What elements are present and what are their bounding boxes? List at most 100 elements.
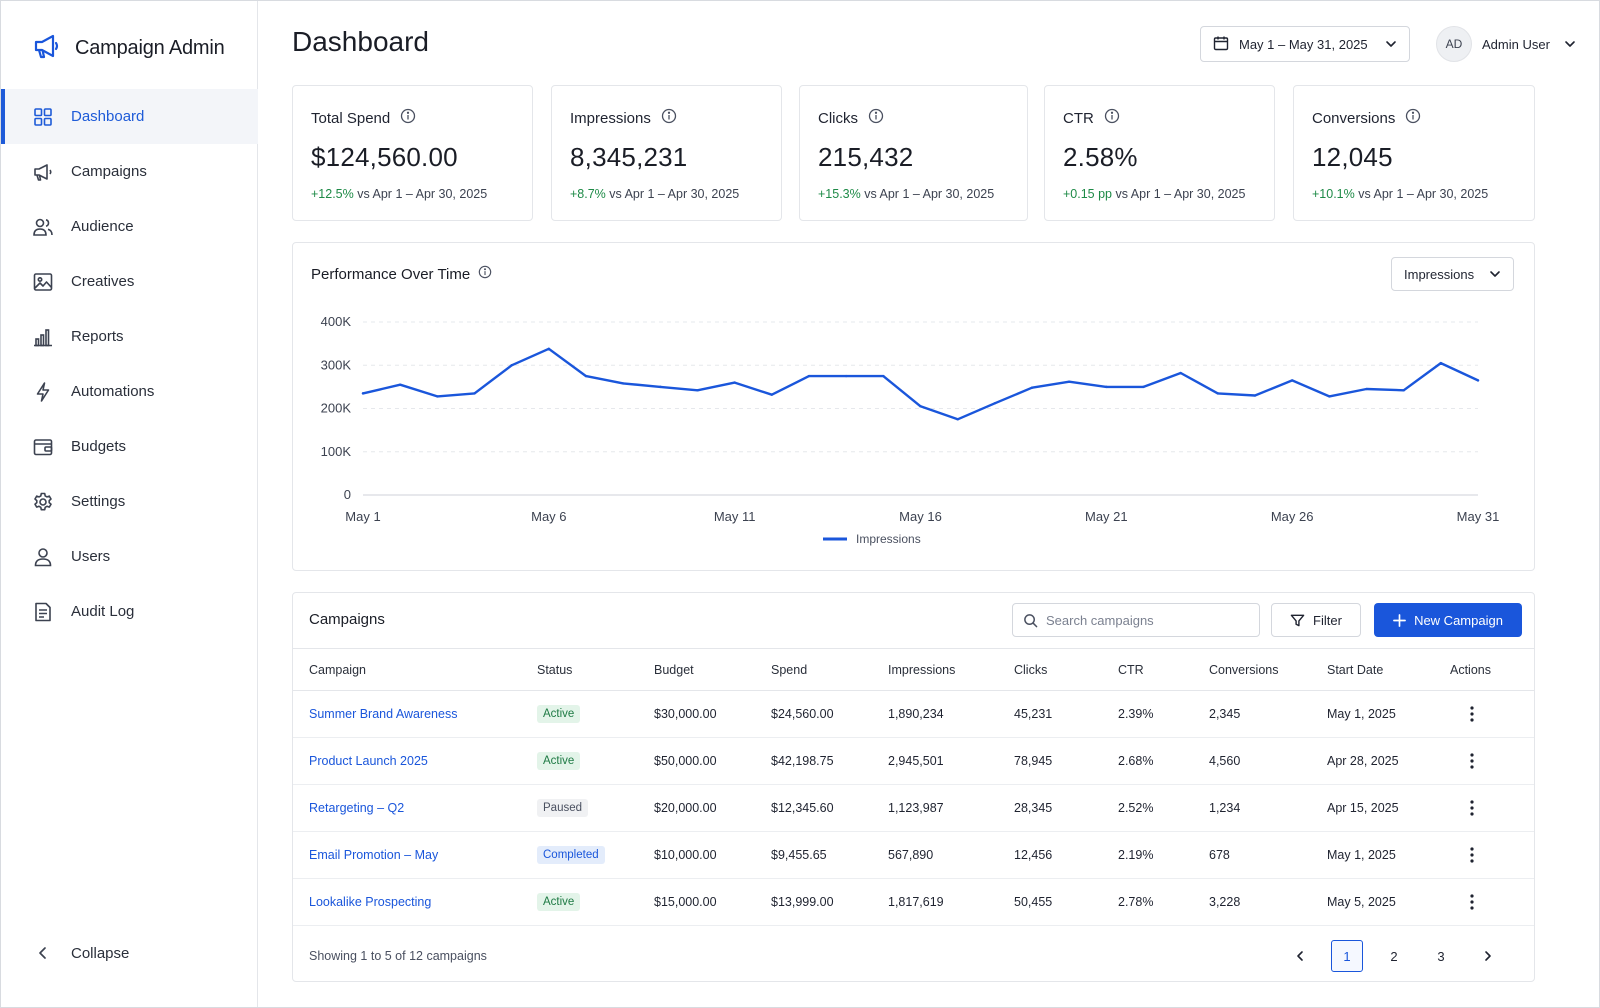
sidebar-item-reports[interactable]: Reports — [1, 309, 258, 364]
new-campaign-button[interactable]: New Campaign — [1374, 603, 1522, 637]
impressions-cell: 1,890,234 — [872, 690, 998, 738]
more-vertical-icon[interactable] — [1462, 798, 1482, 818]
data-point — [956, 418, 959, 421]
impressions-cell: 1,817,619 — [872, 878, 998, 926]
table-row[interactable]: Product Launch 2025 Active $50,000.00 $4… — [293, 737, 1534, 785]
sidebar-item-dashboard[interactable]: Dashboard — [1, 89, 258, 144]
campaigns-title: Campaigns — [309, 611, 385, 628]
page-button-2[interactable]: 2 — [1390, 948, 1398, 964]
budget-cell: $20,000.00 — [638, 784, 755, 832]
prev-page-button[interactable] — [1284, 940, 1316, 972]
data-point — [473, 392, 476, 395]
kpi-compare: vs Apr 1 – Apr 30, 2025 — [1358, 187, 1489, 201]
x-tick-label: May 31 — [1457, 509, 1500, 524]
column-header[interactable]: Conversions — [1193, 648, 1311, 691]
conversions-cell: 3,228 — [1193, 878, 1311, 926]
user-name: Admin User — [1482, 36, 1550, 52]
table-row[interactable]: Lookalike Prospecting Active $15,000.00 … — [293, 878, 1534, 926]
sidebar-item-budgets[interactable]: Budgets — [1, 419, 258, 474]
campaign-link[interactable]: Summer Brand Awareness — [309, 707, 458, 721]
data-point — [1216, 392, 1220, 395]
page-button-1[interactable]: 1 — [1331, 940, 1363, 972]
data-point — [1402, 389, 1405, 392]
user-menu[interactable]: AD Admin User — [1436, 26, 1576, 62]
search-input[interactable] — [1046, 612, 1246, 628]
info-icon[interactable] — [868, 108, 884, 128]
bar-chart-icon — [31, 325, 55, 349]
data-point — [696, 389, 699, 392]
column-header[interactable]: Spend — [755, 648, 872, 691]
data-point — [1290, 379, 1294, 382]
column-header[interactable]: Clicks — [998, 648, 1102, 691]
kpi-change: +12.5% — [311, 187, 354, 201]
table-row[interactable]: Retargeting – Q2 Paused $20,000.00 $12,3… — [293, 784, 1534, 832]
clicks-cell: 45,231 — [998, 690, 1102, 738]
column-header[interactable]: CTR — [1102, 648, 1193, 691]
sidebar: Campaign Admin Dashboard Campaigns — [1, 1, 258, 1007]
more-vertical-icon[interactable] — [1462, 845, 1482, 865]
sidebar-item-campaigns[interactable]: Campaigns — [1, 144, 258, 199]
column-header[interactable]: Impressions — [872, 648, 998, 691]
image-icon — [31, 270, 55, 294]
sidebar-item-audience[interactable]: Audience — [1, 199, 258, 254]
metric-select-value: Impressions — [1404, 266, 1475, 282]
more-vertical-icon[interactable] — [1462, 751, 1482, 771]
metric-select[interactable]: Impressions — [1391, 257, 1514, 291]
sidebar-item-creatives[interactable]: Creatives — [1, 254, 258, 309]
campaign-link[interactable]: Email Promotion – May — [309, 848, 439, 862]
sidebar-item-users[interactable]: Users — [1, 529, 258, 584]
column-header[interactable]: Campaign — [293, 648, 521, 691]
sidebar-item-settings[interactable]: Settings — [1, 474, 258, 529]
table-row[interactable]: Email Promotion – May Completed $10,000.… — [293, 831, 1534, 879]
next-page-button[interactable] — [1472, 940, 1504, 972]
data-point — [584, 374, 588, 378]
info-icon[interactable] — [1405, 108, 1421, 128]
data-point — [733, 381, 736, 384]
date-range-picker[interactable]: May 1 – May 31, 2025 — [1200, 26, 1410, 62]
y-tick-label: 200K — [321, 401, 352, 416]
column-header[interactable]: Status — [521, 648, 638, 691]
x-tick-label: May 11 — [714, 509, 756, 524]
spend-cell: $42,198.75 — [755, 737, 872, 785]
more-vertical-icon[interactable] — [1462, 892, 1482, 912]
clicks-cell: 12,456 — [998, 831, 1102, 879]
status-badge: Paused — [537, 799, 589, 817]
data-point — [621, 382, 625, 385]
filter-button[interactable]: Filter — [1271, 603, 1361, 637]
campaign-link[interactable]: Retargeting – Q2 — [309, 801, 405, 815]
page-button-3[interactable]: 3 — [1437, 948, 1445, 964]
data-point — [1476, 379, 1480, 382]
data-point — [844, 374, 848, 378]
sidebar-nav: Dashboard Campaigns Audience — [1, 89, 258, 639]
info-icon[interactable] — [478, 265, 492, 283]
new-campaign-label: New Campaign — [1414, 612, 1503, 628]
more-vertical-icon[interactable] — [1462, 704, 1482, 724]
filter-icon — [1290, 613, 1305, 628]
data-point — [1328, 395, 1331, 398]
brand[interactable]: Campaign Admin — [31, 31, 225, 66]
status-badge: Active — [537, 752, 581, 770]
x-tick-label: May 6 — [531, 509, 566, 524]
kpi-value: 12,045 — [1312, 142, 1393, 172]
chevron-left-icon — [31, 941, 55, 965]
column-header[interactable]: Start Date — [1311, 648, 1434, 691]
info-icon[interactable] — [1104, 108, 1120, 128]
info-icon[interactable] — [400, 108, 416, 128]
spend-cell: $9,455.65 — [755, 831, 872, 879]
sidebar-item-audit-log[interactable]: Audit Log — [1, 584, 258, 639]
clicks-cell: 78,945 — [998, 737, 1102, 785]
sidebar-item-automations[interactable]: Automations — [1, 364, 258, 419]
column-header[interactable]: Budget — [638, 648, 755, 691]
campaign-link[interactable]: Lookalike Prospecting — [309, 895, 432, 909]
table-row[interactable]: Summer Brand Awareness Active $30,000.00… — [293, 690, 1534, 738]
campaign-link[interactable]: Product Launch 2025 — [309, 754, 428, 768]
data-point — [1030, 386, 1034, 389]
info-icon[interactable] — [661, 108, 677, 128]
budget-cell: $50,000.00 — [638, 737, 755, 785]
sidebar-item-label: Creatives — [71, 273, 135, 290]
collapse-button[interactable]: Collapse — [31, 941, 129, 965]
app-title: Campaign Admin — [75, 37, 225, 59]
search-box[interactable] — [1012, 603, 1260, 637]
chevron-down-icon — [1489, 268, 1501, 280]
data-point — [993, 402, 997, 405]
